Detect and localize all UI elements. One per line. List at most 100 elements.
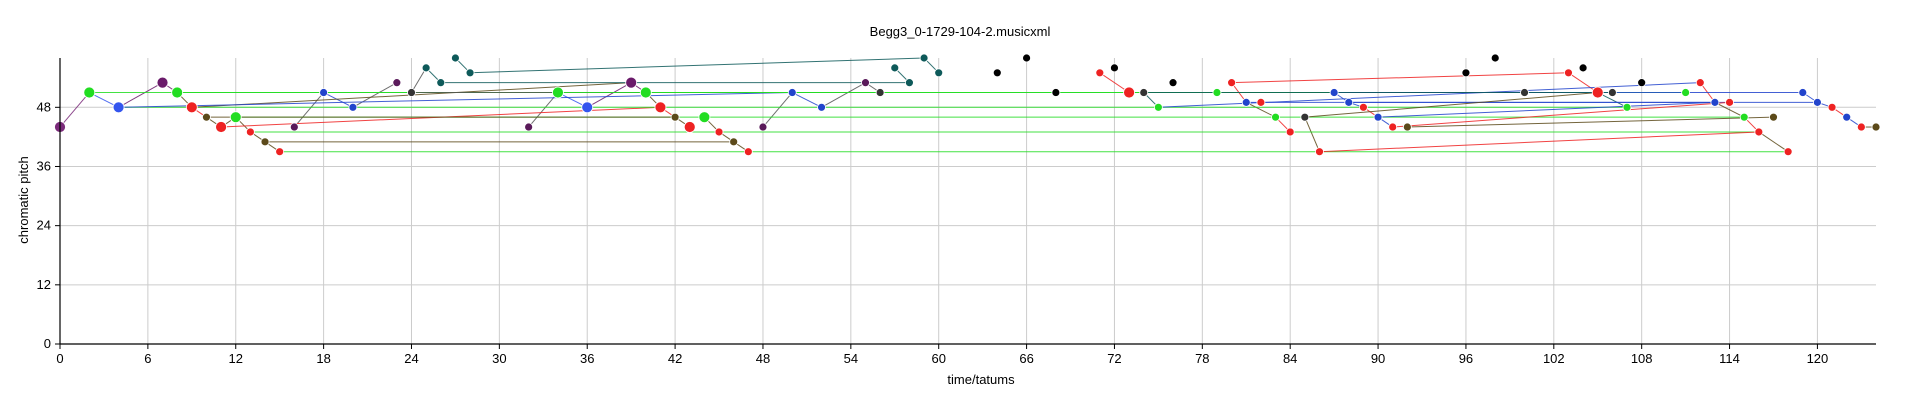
note-point	[1681, 88, 1691, 97]
note-connection-line	[1319, 131, 1759, 153]
note-point	[1578, 63, 1588, 73]
note-point	[1227, 78, 1237, 88]
note-point	[875, 88, 885, 97]
x-tick-label: 0	[56, 351, 63, 366]
note-connection-line	[470, 57, 925, 74]
chart-title: Begg3_0-1729-104-2.musicxml	[870, 24, 1051, 39]
note-point	[1271, 112, 1280, 122]
note-point	[1153, 102, 1163, 112]
note-connection-line	[1378, 101, 1715, 118]
note-point	[1842, 112, 1852, 122]
note-point	[1139, 88, 1149, 97]
note-point	[625, 76, 638, 89]
note-point	[1591, 86, 1604, 99]
x-axis-label: time/tatums	[947, 372, 1015, 387]
note-connections	[59, 57, 1876, 153]
x-tick-label: 18	[316, 351, 330, 366]
note-point	[1315, 147, 1324, 157]
note-point	[465, 68, 475, 78]
note-points	[54, 53, 1881, 157]
note-point	[1373, 112, 1383, 122]
note-point	[1783, 147, 1793, 157]
note-connection-line	[118, 82, 163, 108]
x-tick-label: 24	[404, 351, 418, 366]
note-point	[1622, 102, 1632, 112]
note-connection-line	[352, 82, 398, 108]
note-connection-line	[821, 82, 866, 108]
note-connection-line	[762, 92, 793, 128]
note-point	[1798, 88, 1808, 97]
note-point	[1710, 97, 1720, 107]
note-connection-line	[323, 92, 354, 108]
note-point	[1110, 63, 1119, 73]
x-tick-label: 60	[931, 351, 945, 366]
x-tick-label: 36	[580, 351, 594, 366]
note-point	[275, 147, 285, 157]
note-point	[787, 88, 797, 97]
note-point	[729, 137, 739, 147]
x-ticks: 0 6 12 18 24 30 36 42 48 54 60 66 72 78 84 90 96 102 108 11…	[56, 344, 1828, 366]
x-tick-label: 102	[1543, 351, 1565, 366]
x-tick-label: 48	[756, 351, 770, 366]
note-point	[202, 112, 211, 122]
note-connection-line	[1231, 72, 1569, 84]
note-point	[319, 88, 329, 97]
note-point	[1607, 88, 1617, 97]
note-connection-line	[1304, 116, 1320, 152]
x-tick-label: 6	[144, 351, 151, 366]
x-tick-label: 114	[1719, 351, 1740, 366]
grid	[59, 58, 1876, 345]
note-point	[743, 147, 753, 157]
note-point	[1022, 53, 1031, 63]
note-point	[817, 102, 826, 112]
note-point	[1388, 122, 1398, 132]
x-tick-label: 90	[1371, 351, 1385, 366]
note-point	[654, 101, 667, 114]
y-tick-label: 36	[37, 158, 51, 173]
note-point	[1856, 122, 1866, 132]
x-tick-label: 72	[1107, 351, 1121, 366]
note-point	[215, 121, 227, 133]
note-point	[1359, 102, 1368, 112]
note-point	[451, 53, 460, 63]
note-point	[1827, 102, 1837, 112]
x-tick-label: 30	[492, 351, 506, 366]
note-point	[1769, 112, 1778, 122]
note-point	[992, 68, 1002, 78]
note-point	[1241, 97, 1251, 107]
note-point	[714, 127, 724, 137]
note-connection-line	[118, 92, 793, 108]
note-connection-line	[1758, 131, 1789, 153]
note-point	[1725, 97, 1734, 107]
note-point	[670, 112, 680, 122]
note-point	[83, 86, 96, 99]
x-tick-label: 108	[1631, 351, 1653, 366]
note-point	[1344, 97, 1354, 107]
note-point	[1168, 78, 1178, 88]
note-point	[890, 63, 900, 73]
note-point	[1285, 127, 1295, 137]
note-point	[245, 127, 255, 137]
note-point	[1212, 88, 1222, 97]
note-connection-line	[1714, 101, 1745, 118]
y-tick-label: 12	[37, 277, 51, 292]
note-point	[1637, 78, 1647, 88]
note-point	[421, 63, 431, 73]
x-tick-label: 84	[1283, 351, 1297, 366]
note-point	[1051, 88, 1061, 97]
note-point	[229, 111, 242, 124]
note-point	[581, 101, 594, 114]
note-point	[1564, 68, 1573, 78]
note-point	[758, 122, 768, 132]
y-tick-label: 0	[44, 336, 51, 351]
note-connection-line	[586, 82, 632, 108]
note-connection-line	[293, 92, 324, 128]
x-tick-label: 96	[1459, 351, 1473, 366]
note-point	[1520, 88, 1529, 97]
note-point	[1329, 88, 1339, 97]
y-tick-label: 48	[37, 99, 51, 114]
x-tick-label: 78	[1195, 351, 1209, 366]
note-point	[639, 86, 652, 99]
note-connection-line	[1304, 92, 1598, 118]
note-point	[1461, 68, 1471, 78]
